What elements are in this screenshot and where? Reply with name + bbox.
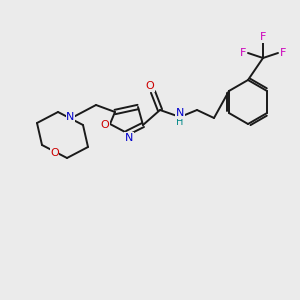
Text: F: F bbox=[240, 48, 246, 58]
Text: H: H bbox=[176, 117, 184, 127]
Text: O: O bbox=[100, 120, 109, 130]
Text: F: F bbox=[280, 48, 286, 58]
Text: N: N bbox=[176, 108, 184, 118]
Text: O: O bbox=[146, 81, 154, 91]
Text: F: F bbox=[260, 32, 266, 42]
Text: N: N bbox=[125, 133, 133, 143]
Text: N: N bbox=[66, 112, 75, 122]
Text: O: O bbox=[50, 148, 59, 158]
